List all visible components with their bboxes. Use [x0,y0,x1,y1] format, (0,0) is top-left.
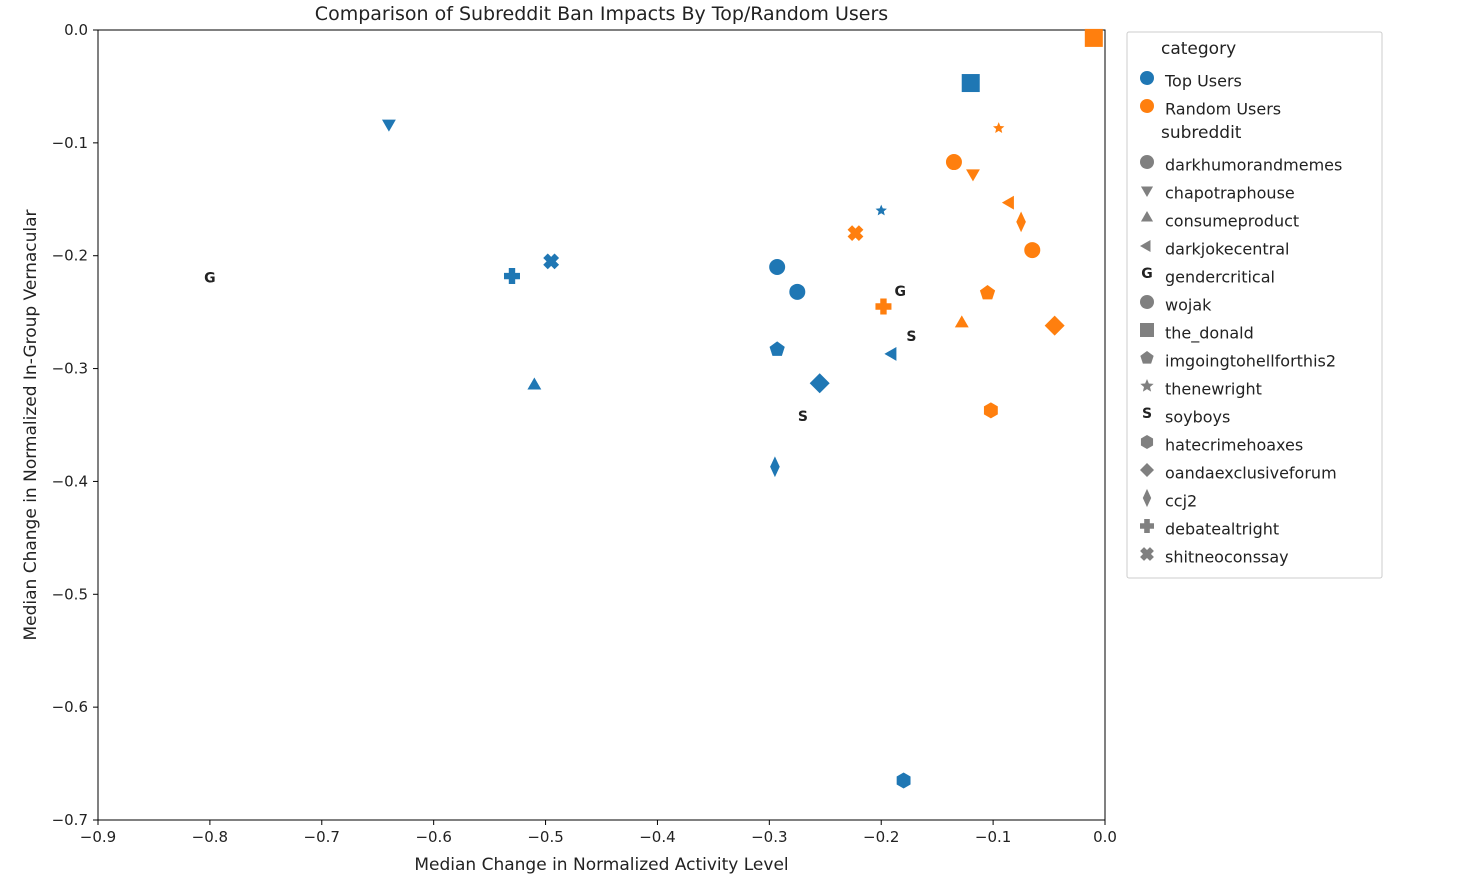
legend-item [1140,323,1154,337]
svg-text:the_donald: the_donald [1165,324,1254,344]
svg-text:−0.3: −0.3 [52,360,88,378]
svg-text:wojak: wojak [1165,296,1212,315]
y-tick: −0.6 [52,698,98,716]
y-tick: 0.0 [64,21,98,39]
x-tick: −0.5 [527,820,563,846]
data-point [769,259,785,275]
svg-text:thenewright: thenewright [1165,380,1262,399]
svg-text:debatealtright: debatealtright [1165,520,1279,539]
data-point [1024,242,1040,258]
x-tick: −0.8 [192,820,228,846]
data-point: G [204,270,216,286]
svg-text:darkjokecentral: darkjokecentral [1165,240,1289,259]
svg-text:ccj2: ccj2 [1165,492,1197,511]
x-tick: 0.0 [1093,820,1117,846]
svg-text:−0.7: −0.7 [52,811,88,829]
chart-title: Comparison of Subreddit Ban Impacts By T… [315,3,888,25]
data-point [789,284,805,300]
svg-text:−0.4: −0.4 [639,828,675,846]
svg-text:subreddit: subreddit [1161,123,1242,143]
svg-text:−0.9: −0.9 [80,828,116,846]
data-point: S [906,329,916,345]
y-tick: −0.5 [52,585,98,603]
x-axis-label: Median Change in Normalized Activity Lev… [414,855,788,875]
svg-text:−0.8: −0.8 [192,828,228,846]
svg-text:G: G [894,284,906,300]
svg-text:−0.4: −0.4 [52,472,88,490]
svg-text:−0.1: −0.1 [975,828,1011,846]
scatter-chart: −0.9 −0.8 −0.7 −0.6 −0.5 −0.4 −0.3 −0.2 −0.1 0.0 −… [0,0,1483,881]
x-tick: −0.1 [975,820,1011,846]
legend-item [1140,295,1154,309]
svg-text:G: G [204,270,216,286]
svg-text:chapotraphouse: chapotraphouse [1165,184,1295,203]
svg-text:−0.3: −0.3 [751,828,787,846]
data-point [946,154,962,170]
legend: category Top Users Random Users subreddit da… [1127,32,1382,578]
y-tick: −0.7 [52,811,98,829]
svg-text:0.0: 0.0 [1093,828,1117,846]
svg-text:oandaexclusiveforum: oandaexclusiveforum [1165,464,1337,483]
y-axis-label: Median Change in Normalized In-Group Ver… [21,209,41,640]
svg-text:−0.7: −0.7 [304,828,340,846]
legend-item [1140,155,1154,169]
svg-text:shitneoconssay: shitneoconssay [1165,548,1289,567]
x-tick: −0.7 [304,820,340,846]
x-tick: −0.3 [751,820,787,846]
x-tick: −0.2 [863,820,899,846]
legend-item [1140,71,1154,85]
x-tick: −0.6 [415,820,451,846]
y-tick: −0.1 [52,134,98,152]
y-tick: −0.2 [52,247,98,265]
data-point [962,74,980,92]
svg-text:darkhumorandmemes: darkhumorandmemes [1165,156,1342,175]
chart-container: −0.9 −0.8 −0.7 −0.6 −0.5 −0.4 −0.3 −0.2 −0.1 0.0 −… [0,0,1483,881]
svg-text:−0.2: −0.2 [863,828,899,846]
legend-item: S [1142,406,1152,422]
svg-text:S: S [798,409,808,425]
legend-item: G [1141,266,1153,282]
svg-text:soyboys: soyboys [1165,408,1230,427]
svg-text:−0.6: −0.6 [52,698,88,716]
data-point [1085,29,1103,47]
svg-text:imgoingtohellforthis2: imgoingtohellforthis2 [1165,352,1336,371]
svg-text:−0.5: −0.5 [52,585,88,603]
svg-text:S: S [1142,406,1152,422]
svg-text:consumeproduct: consumeproduct [1165,212,1299,231]
svg-text:−0.2: −0.2 [52,247,88,265]
data-point: G [894,284,906,300]
data-point: S [798,409,808,425]
svg-text:category: category [1161,39,1236,59]
svg-text:S: S [906,329,916,345]
svg-text:−0.6: −0.6 [415,828,451,846]
svg-text:Random Users: Random Users [1165,100,1281,119]
svg-text:Top Users: Top Users [1164,72,1242,91]
legend-item [1140,99,1154,113]
x-tick: −0.4 [639,820,675,846]
y-tick: −0.3 [52,360,98,378]
svg-text:G: G [1141,266,1153,282]
y-tick: −0.4 [52,472,98,490]
svg-text:hatecrimehoaxes: hatecrimehoaxes [1165,436,1303,455]
svg-text:−0.1: −0.1 [52,134,88,152]
svg-text:gendercritical: gendercritical [1165,268,1275,287]
svg-text:0.0: 0.0 [64,21,88,39]
svg-text:−0.5: −0.5 [527,828,563,846]
